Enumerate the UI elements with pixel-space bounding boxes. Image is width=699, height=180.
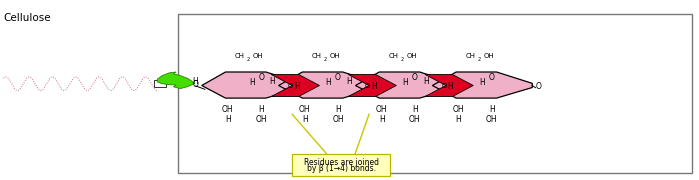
Text: H: H [412,105,418,114]
Text: H: H [403,78,408,87]
FancyBboxPatch shape [292,154,390,176]
Text: H: H [335,105,341,114]
Text: O: O [412,73,418,82]
Polygon shape [157,72,194,89]
Text: 2: 2 [477,57,480,62]
Text: OH: OH [484,53,494,59]
Text: H: H [294,82,300,91]
Polygon shape [202,72,301,98]
Text: H: H [424,77,429,86]
Text: CH: CH [465,53,475,59]
Polygon shape [433,72,532,98]
Text: OH: OH [453,105,464,114]
Text: H: H [456,115,461,124]
Text: H: H [326,78,331,87]
Text: H: H [447,82,454,91]
Text: O: O [441,82,447,89]
Text: H: H [347,77,352,86]
Text: H: H [193,77,199,86]
Text: O: O [258,73,264,82]
Text: H: H [258,105,264,114]
Polygon shape [356,72,455,98]
Polygon shape [348,74,396,97]
Text: Cellulose: Cellulose [3,13,51,23]
Text: 2: 2 [324,57,326,62]
Text: OH: OH [376,105,387,114]
Text: H: H [370,82,377,91]
Text: H: H [225,115,231,124]
Text: H: H [379,115,384,124]
Polygon shape [279,72,378,98]
Text: O: O [489,73,495,82]
Text: OH: OH [332,115,344,124]
Text: H: H [270,77,275,86]
Polygon shape [271,74,319,97]
Text: 2: 2 [401,57,403,62]
Text: CH: CH [234,53,245,59]
Text: Residues are joined: Residues are joined [303,158,379,167]
Text: by β (1→4) bonds.: by β (1→4) bonds. [307,164,375,173]
Text: OH: OH [409,115,421,124]
Text: OH: OH [253,53,264,59]
Text: OH: OH [486,115,498,124]
Text: OH: OH [330,53,340,59]
Text: O: O [364,82,370,89]
Text: O: O [287,82,293,89]
Text: O: O [335,73,341,82]
Text: H: H [489,105,495,114]
Bar [154,80,166,87]
Polygon shape [425,74,473,97]
Text: OH: OH [222,105,233,114]
Text: OH: OH [299,105,310,114]
Text: OH: OH [407,53,417,59]
Text: CH: CH [311,53,322,59]
Text: H: H [302,115,308,124]
Text: H: H [249,78,254,87]
Text: O: O [193,80,199,89]
Text: CH: CH [388,53,398,59]
Text: OH: OH [255,115,267,124]
Text: O: O [535,82,541,91]
Text: H: H [480,78,485,87]
Text: 2: 2 [247,57,250,62]
